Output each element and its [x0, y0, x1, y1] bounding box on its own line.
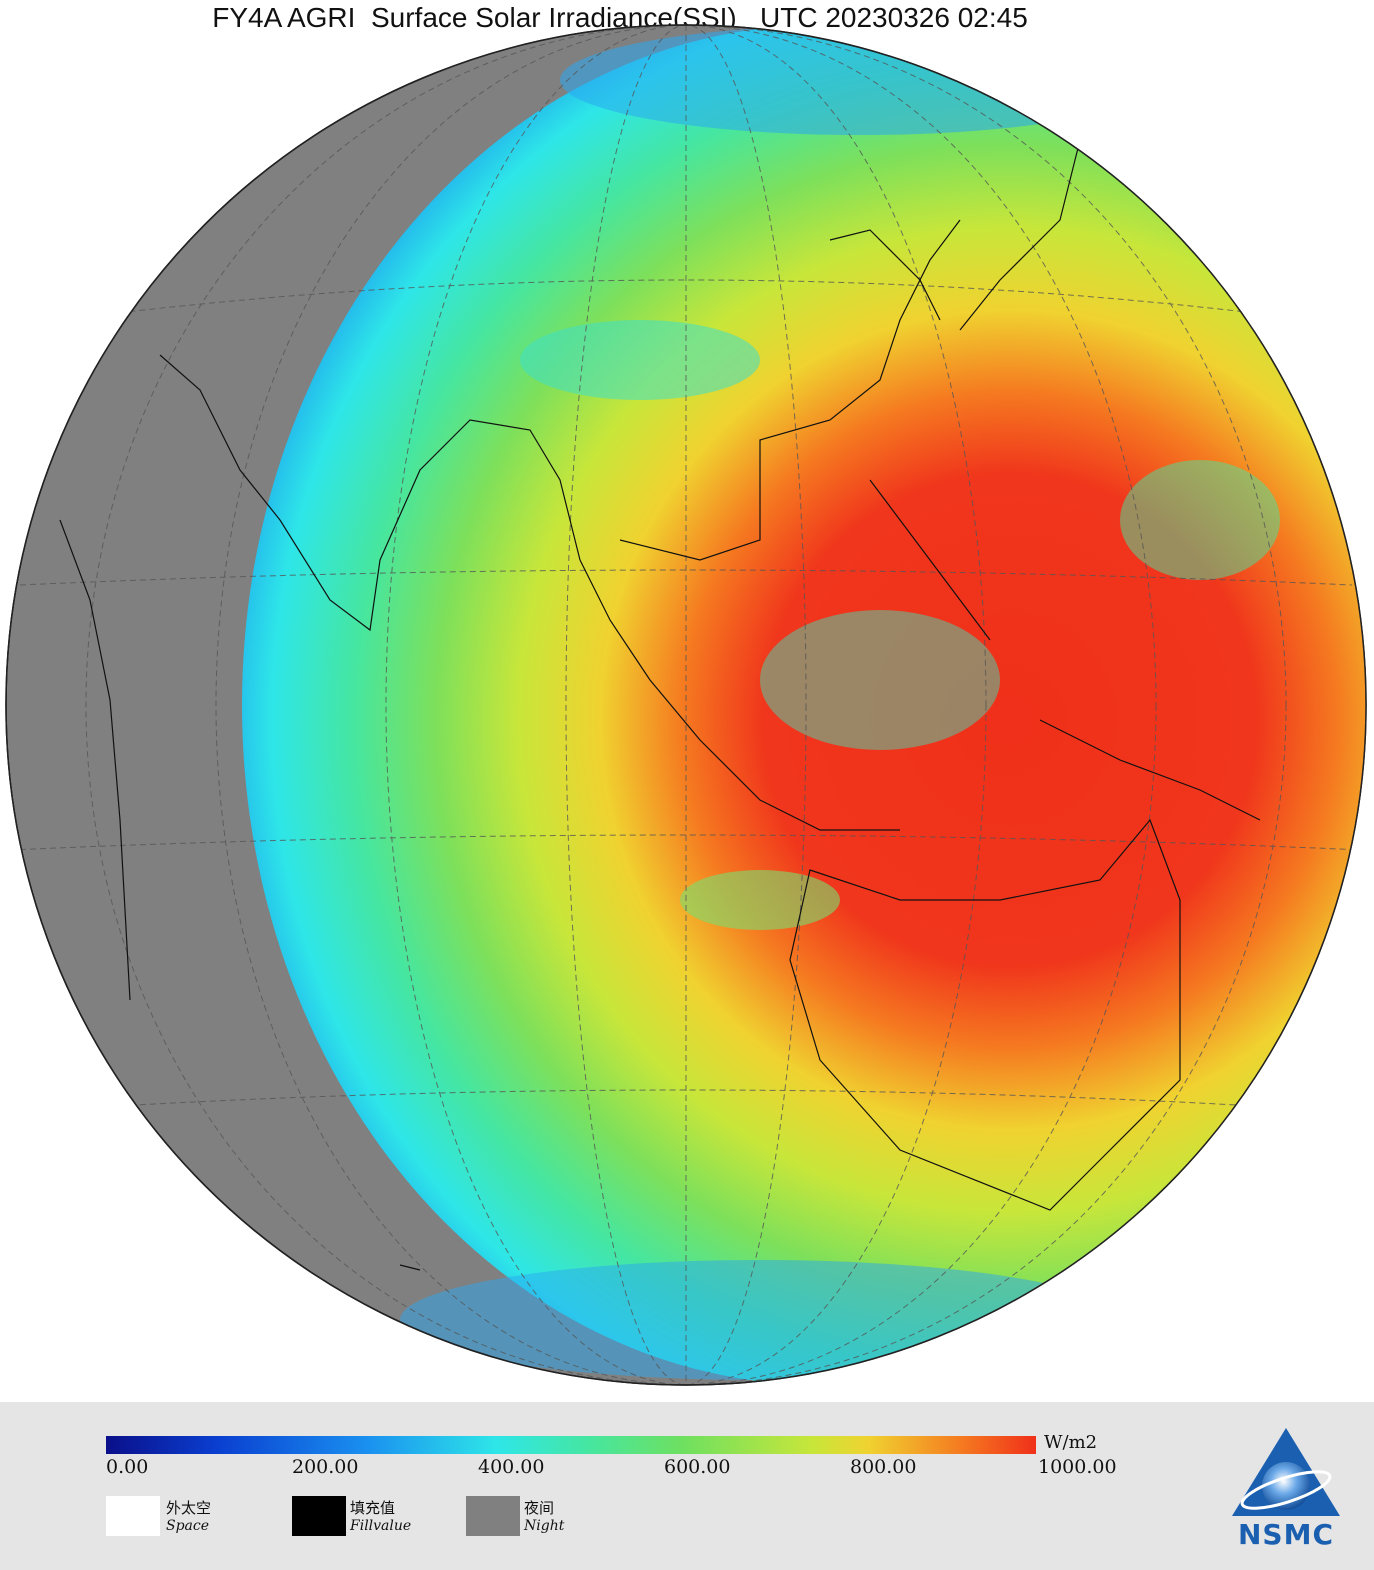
earth-limb: [5, 24, 1367, 1386]
fillvalue-swatch: [292, 1496, 346, 1536]
colorbar-tick: 200.00: [292, 1456, 359, 1478]
fillvalue-label-en: Fillvalue: [350, 1518, 412, 1534]
nsmc-logo-text: NSMC: [1237, 1518, 1334, 1551]
colorbar-tick: 400.00: [478, 1456, 545, 1478]
colorbar-unit: W/m2: [1044, 1432, 1098, 1453]
globe-map: [5, 24, 1367, 1386]
coastlines: [59, 69, 1261, 1271]
space-label-en: Space: [166, 1518, 210, 1534]
space-label-cn: 外太空: [166, 1499, 212, 1517]
cloud-band-north: [560, 25, 1160, 135]
legend-panel: W/m2 0.00 200.00 400.00 600.00 800.00 10…: [0, 1402, 1374, 1570]
colorbar-tick: 0.00: [106, 1456, 149, 1478]
colorbar-tick: 600.00: [664, 1456, 731, 1478]
cloud-patch: [1120, 460, 1280, 580]
fillvalue-label-cn: 填充值: [350, 1499, 396, 1517]
night-label-cn: 夜间: [524, 1499, 555, 1517]
colorbar-tick: 800.00: [850, 1456, 917, 1478]
night-swatch: [466, 1496, 520, 1536]
cloud-patch: [680, 870, 840, 930]
graticule: [9, 25, 1363, 1385]
nsmc-logo-icon: [1232, 1428, 1340, 1516]
cloud-patch: [520, 320, 760, 400]
night-label-en: Night: [524, 1518, 565, 1534]
globe-svg: [5, 24, 1367, 1386]
cloud-patch: [760, 610, 1000, 750]
space-swatch: [106, 1496, 160, 1536]
colorbar-tick: 1000.00: [1038, 1456, 1117, 1478]
colorbar: [106, 1436, 1036, 1454]
